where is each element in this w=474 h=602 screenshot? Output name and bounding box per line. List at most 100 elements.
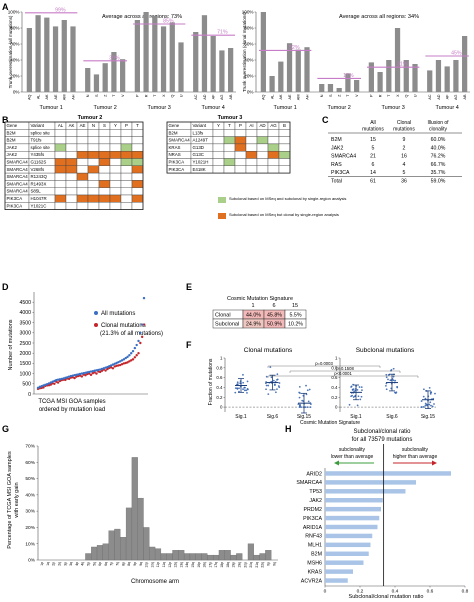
f-point xyxy=(238,387,240,390)
b-t2-status-cell xyxy=(76,129,89,137)
g-category-label: 5p xyxy=(87,562,91,566)
b-t3-variant-text: A1249T xyxy=(193,138,209,143)
b-t2-status-cell xyxy=(87,158,100,167)
d-xlabel-line2: ordered by mutation load xyxy=(39,407,105,413)
b-legend-green-text: Subclonal based on MSeq and subclonal by… xyxy=(229,196,346,201)
a-left-bar xyxy=(61,20,67,92)
b-t3-status-cell xyxy=(234,158,247,167)
g-bar xyxy=(224,550,231,561)
b-t2-status-cell xyxy=(76,180,89,188)
b-t3-status-cell xyxy=(212,136,225,145)
g-category-label: 17p xyxy=(208,562,212,568)
a-left-ytick-label: 100% xyxy=(8,10,20,15)
b-t3-status-cell xyxy=(278,158,291,167)
b-t2-status-cell xyxy=(54,165,67,174)
b-t3-variant-text: E418K xyxy=(193,167,206,172)
a-right-bar xyxy=(435,60,442,92)
d-all-point xyxy=(38,385,42,389)
f-point xyxy=(426,404,429,407)
c-cell-text: 2 xyxy=(403,145,406,151)
a-left-bar-label: AL xyxy=(36,95,40,100)
d-ylabel: Number of mutations xyxy=(8,319,14,370)
f-point xyxy=(272,379,275,382)
g-bar xyxy=(102,543,109,561)
d-clonal-point xyxy=(117,364,120,367)
b-t2-status-cell xyxy=(65,194,78,203)
d-clonal-point xyxy=(140,335,144,339)
g-bar xyxy=(178,550,185,561)
d-legend-all-marker xyxy=(94,311,98,315)
a-right-bar xyxy=(462,36,468,92)
h-category-label: SMARCA4 xyxy=(296,480,322,486)
h-title-line1: Subclonal/clonal ratio xyxy=(353,429,411,435)
c-cell-text: 5 xyxy=(372,145,375,151)
a-right-bar xyxy=(304,47,310,92)
a-left-average-label: 39% xyxy=(109,55,120,61)
b-t2-status-cell xyxy=(87,194,100,203)
f-pvalue-label: p<0.0001 xyxy=(334,371,352,376)
a-left-group-label: Tumour 4 xyxy=(202,105,225,111)
a-right-bar xyxy=(394,28,401,92)
d-clonal-point xyxy=(111,367,115,370)
h-right-note-line1: subclonality xyxy=(402,447,429,453)
b-t2-header-text: Gene xyxy=(7,123,18,128)
f-point xyxy=(385,373,388,376)
a-right-bar-label: AB xyxy=(463,94,467,100)
d-clonal-point xyxy=(126,361,129,364)
b-t2-variant-text: G1162S xyxy=(31,160,47,165)
g-category-label: 17q xyxy=(214,562,218,568)
d-all-point xyxy=(45,383,49,386)
g-bar xyxy=(160,553,167,561)
a-left-ytick-label: 0% xyxy=(13,90,20,95)
b-t2-variant-text: splice site xyxy=(31,130,51,135)
a-left-bar xyxy=(44,17,50,93)
c-cell-text: 16 xyxy=(401,154,407,160)
d-clonal-point xyxy=(122,362,126,365)
panel-d-chart: Number of mutations All mutations Clonal… xyxy=(8,292,163,413)
f-point xyxy=(422,406,425,408)
b-t2-status-cell xyxy=(120,194,133,203)
b-t2-gene-text: PIK3CA xyxy=(7,203,23,208)
a-right-bar xyxy=(453,60,459,92)
b-t2-status-cell xyxy=(98,180,111,188)
a-right-bar xyxy=(260,12,266,92)
a-right-bar xyxy=(336,88,342,92)
g-category-label: 10p xyxy=(145,562,149,568)
b-t3-header-text: T xyxy=(228,123,231,128)
b-t2-gene-text: JAK2 xyxy=(7,152,18,157)
a-left-bar xyxy=(70,26,76,92)
d-all-point xyxy=(86,371,89,374)
b-t2-status-cell xyxy=(65,165,78,174)
g-category-label: 2q xyxy=(58,562,62,566)
h-bar xyxy=(325,569,353,574)
g-ytick-label: 70% xyxy=(25,444,35,450)
c-header-text: clonality xyxy=(429,127,448,133)
b-t2-status-cell xyxy=(109,158,122,167)
e-row-label: Subclonal xyxy=(215,322,239,328)
d-all-point xyxy=(53,379,56,383)
b-t2-status-cell xyxy=(131,150,144,159)
h-xtick-label: 0.8 xyxy=(462,589,469,595)
g-category-label: 3q xyxy=(69,562,73,566)
a-right-bar-label: AQ xyxy=(262,94,266,100)
a-left-bar xyxy=(201,15,208,93)
g-bar xyxy=(172,550,179,561)
a-left-bar-label: U xyxy=(179,94,183,97)
b-t2-header-text: T xyxy=(136,123,139,128)
b-t3-status-cell xyxy=(278,129,291,137)
b-t3-status-cell xyxy=(245,158,258,167)
g-ytick-label: 20% xyxy=(25,525,35,531)
b-t2-status-cell xyxy=(54,150,67,159)
a-left-bar xyxy=(160,26,167,92)
f-point xyxy=(428,403,431,406)
b-t2-gene-text: B2M xyxy=(7,130,16,135)
b-t2-status-cell xyxy=(98,150,111,159)
d-all-point xyxy=(124,356,127,360)
b-t2-status-cell xyxy=(54,143,67,152)
f-point xyxy=(276,378,278,381)
f-point xyxy=(300,406,303,408)
a-right-bar-label: AG xyxy=(454,94,458,100)
b-t2-status-cell xyxy=(109,143,122,152)
g-bar xyxy=(108,530,115,561)
